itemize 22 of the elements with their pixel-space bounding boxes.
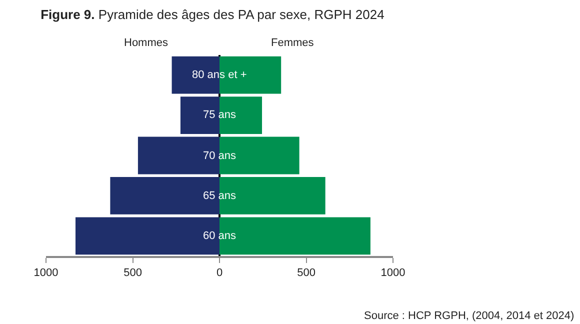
chart-title: Figure 9. Pyramide des âges des PA par sexe, RGPH 2024 bbox=[40, 6, 384, 22]
bar bbox=[220, 136, 300, 174]
y-tick-label: 80 ans et + bbox=[192, 69, 247, 81]
bar bbox=[180, 96, 220, 134]
x-tick-label: 500 bbox=[297, 267, 316, 280]
x-tick-label: 0 bbox=[216, 267, 223, 280]
bar bbox=[220, 96, 262, 134]
x-tick-label: 500 bbox=[124, 267, 142, 280]
x-tick-label: 1000 bbox=[380, 267, 406, 280]
y-tick-label: 75 ans bbox=[203, 109, 237, 121]
bar bbox=[220, 217, 370, 255]
source-note: Source : HCP RGPH, (2004, 2014 et 2024) bbox=[364, 310, 574, 322]
bar bbox=[138, 136, 220, 174]
y-tick-label: 65 ans bbox=[203, 190, 237, 202]
series-label: Hommes bbox=[124, 37, 169, 49]
y-tick-label: 60 ans bbox=[203, 230, 237, 242]
series-label: Femmes bbox=[271, 37, 314, 49]
bar bbox=[110, 177, 220, 214]
bar bbox=[220, 177, 326, 214]
y-tick-label: 70 ans bbox=[203, 150, 237, 162]
x-tick-label: 1000 bbox=[34, 267, 58, 280]
bar bbox=[76, 217, 220, 255]
